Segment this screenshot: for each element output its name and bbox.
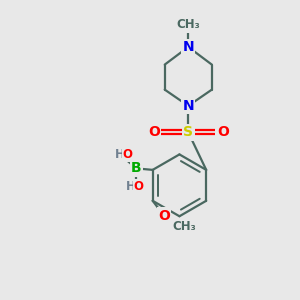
Text: O: O — [134, 180, 144, 193]
Text: S: S — [183, 125, 193, 139]
Text: B: B — [131, 161, 142, 176]
Text: H: H — [115, 148, 125, 161]
Text: N: N — [182, 99, 194, 113]
Text: O: O — [217, 125, 229, 139]
Text: O: O — [148, 125, 160, 139]
Text: H: H — [126, 180, 136, 193]
Text: CH₃: CH₃ — [172, 220, 196, 233]
Text: N: N — [182, 40, 194, 54]
Text: CH₃: CH₃ — [176, 18, 200, 32]
Text: O: O — [158, 208, 170, 223]
Text: O: O — [123, 148, 133, 161]
